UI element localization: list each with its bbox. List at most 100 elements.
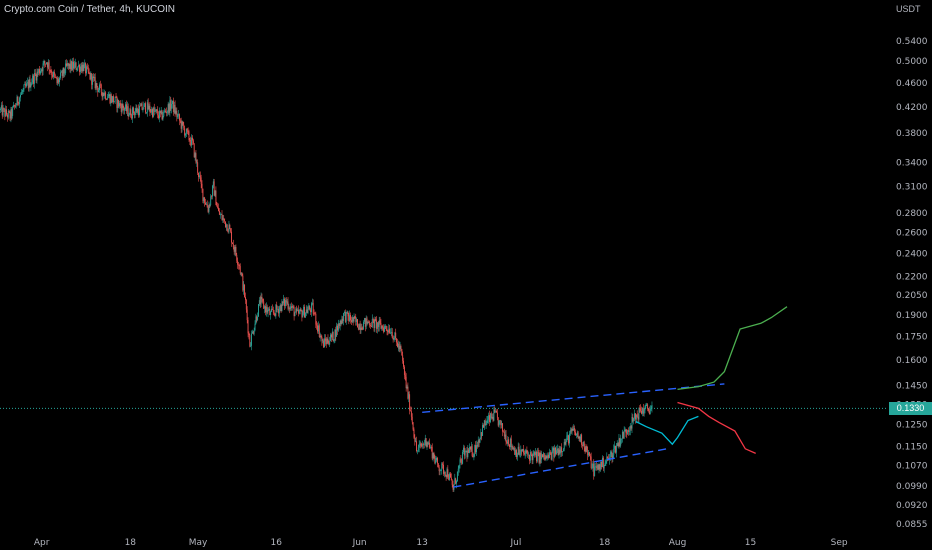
candle-354 (307, 305, 309, 315)
candle-320 (278, 306, 279, 317)
candle-362 (314, 311, 316, 315)
candle-503 (436, 456, 438, 468)
range-projection-path[interactable] (635, 415, 699, 446)
candle-214 (185, 128, 187, 137)
candle-743 (645, 403, 647, 409)
candle-262 (227, 228, 229, 234)
candle-671 (582, 441, 584, 447)
candle-555 (482, 422, 484, 436)
candle-213 (185, 132, 186, 139)
candle-540 (469, 443, 471, 454)
candle-567 (492, 413, 494, 423)
drawing-layer[interactable] (422, 306, 788, 488)
candle-122 (106, 98, 107, 101)
candle-658 (571, 427, 573, 435)
candle-333 (289, 306, 291, 314)
candle-157 (136, 104, 138, 114)
current-price-label: 0.1330 (889, 402, 932, 415)
candle-537 (466, 447, 468, 462)
candle-599 (520, 445, 522, 458)
candle-410 (356, 317, 358, 326)
price-tick-19: 0.1070 (896, 461, 928, 471)
candle-135 (117, 98, 119, 113)
candle-737 (640, 404, 642, 413)
candle-2 (1, 101, 3, 119)
candle-246 (213, 178, 215, 196)
candle-470 (408, 391, 410, 403)
candle-110 (95, 80, 97, 93)
candle-355 (308, 302, 310, 310)
candle-748 (649, 405, 651, 415)
candle-569 (494, 406, 496, 414)
candle-338 (293, 305, 295, 321)
candle-30 (26, 80, 28, 88)
candle-352 (305, 305, 307, 317)
candle-365 (317, 322, 318, 334)
candle-474 (411, 413, 413, 425)
candle-449 (390, 328, 391, 335)
candle-199 (172, 97, 174, 116)
candle-414 (359, 320, 361, 334)
candle-40 (34, 68, 36, 77)
candle-667 (579, 435, 581, 442)
candle-420 (364, 317, 366, 332)
candle-692 (601, 460, 603, 470)
candle-97 (84, 59, 86, 69)
candle-235 (204, 196, 206, 207)
candle-636 (552, 446, 554, 454)
candle-399 (346, 310, 348, 315)
bearish-projection-path[interactable] (677, 401, 756, 454)
candle-438 (380, 318, 382, 330)
candle-535 (464, 448, 466, 459)
candle-162 (140, 102, 142, 107)
candle-703 (610, 450, 612, 458)
candle-441 (383, 324, 385, 334)
candle-616 (535, 448, 537, 458)
candle-746 (648, 408, 649, 413)
candle-672 (583, 440, 585, 452)
candle-387 (336, 322, 338, 337)
candle-314 (272, 306, 274, 315)
candle-406 (352, 317, 354, 326)
candle-70 (60, 70, 62, 73)
candle-295 (256, 315, 258, 323)
price-axis[interactable]: 0.5400 0.5000 0.4600 0.4200 0.3800 0.3400 0.31… (896, 37, 928, 530)
candle-439 (381, 325, 383, 331)
chart-title: Crypto.com Coin / Tether, 4h, KUCOIN (4, 4, 175, 15)
candle-177 (153, 103, 155, 116)
candle-360 (312, 299, 314, 316)
candle-337 (292, 304, 294, 309)
candle-89 (77, 66, 79, 72)
candle-257 (223, 214, 225, 223)
candle-356 (309, 305, 311, 311)
candle-715 (621, 438, 623, 444)
candle-742 (644, 404, 646, 414)
candle-271 (235, 244, 237, 257)
candle-450 (390, 327, 392, 337)
candle-659 (572, 425, 574, 432)
candle-579 (502, 429, 504, 433)
candle-173 (150, 109, 152, 114)
candle-325 (282, 301, 284, 306)
candle-267 (231, 242, 233, 245)
candle-90 (78, 60, 80, 68)
candle-483 (419, 440, 421, 448)
candle-176 (152, 106, 154, 118)
candle-691 (600, 461, 602, 472)
candle-184 (159, 110, 161, 118)
channel-lower-trendline[interactable] (453, 448, 668, 488)
candle-21 (18, 101, 20, 106)
candle-423 (367, 321, 369, 325)
candle-130 (112, 94, 114, 105)
candle-160 (139, 101, 140, 118)
price-tick-12: 0.1900 (896, 311, 928, 321)
candle-252 (218, 208, 220, 215)
bullish-projection-path[interactable] (677, 306, 788, 391)
candle-379 (329, 336, 331, 348)
candle-170 (147, 98, 149, 110)
channel-upper-trendline[interactable] (422, 383, 725, 413)
candle-686 (595, 461, 597, 471)
time-axis[interactable]: Apr 18 May 16 Jun 13 Jul 18 Aug 15 Sep (34, 538, 848, 548)
candle-578 (502, 423, 504, 437)
